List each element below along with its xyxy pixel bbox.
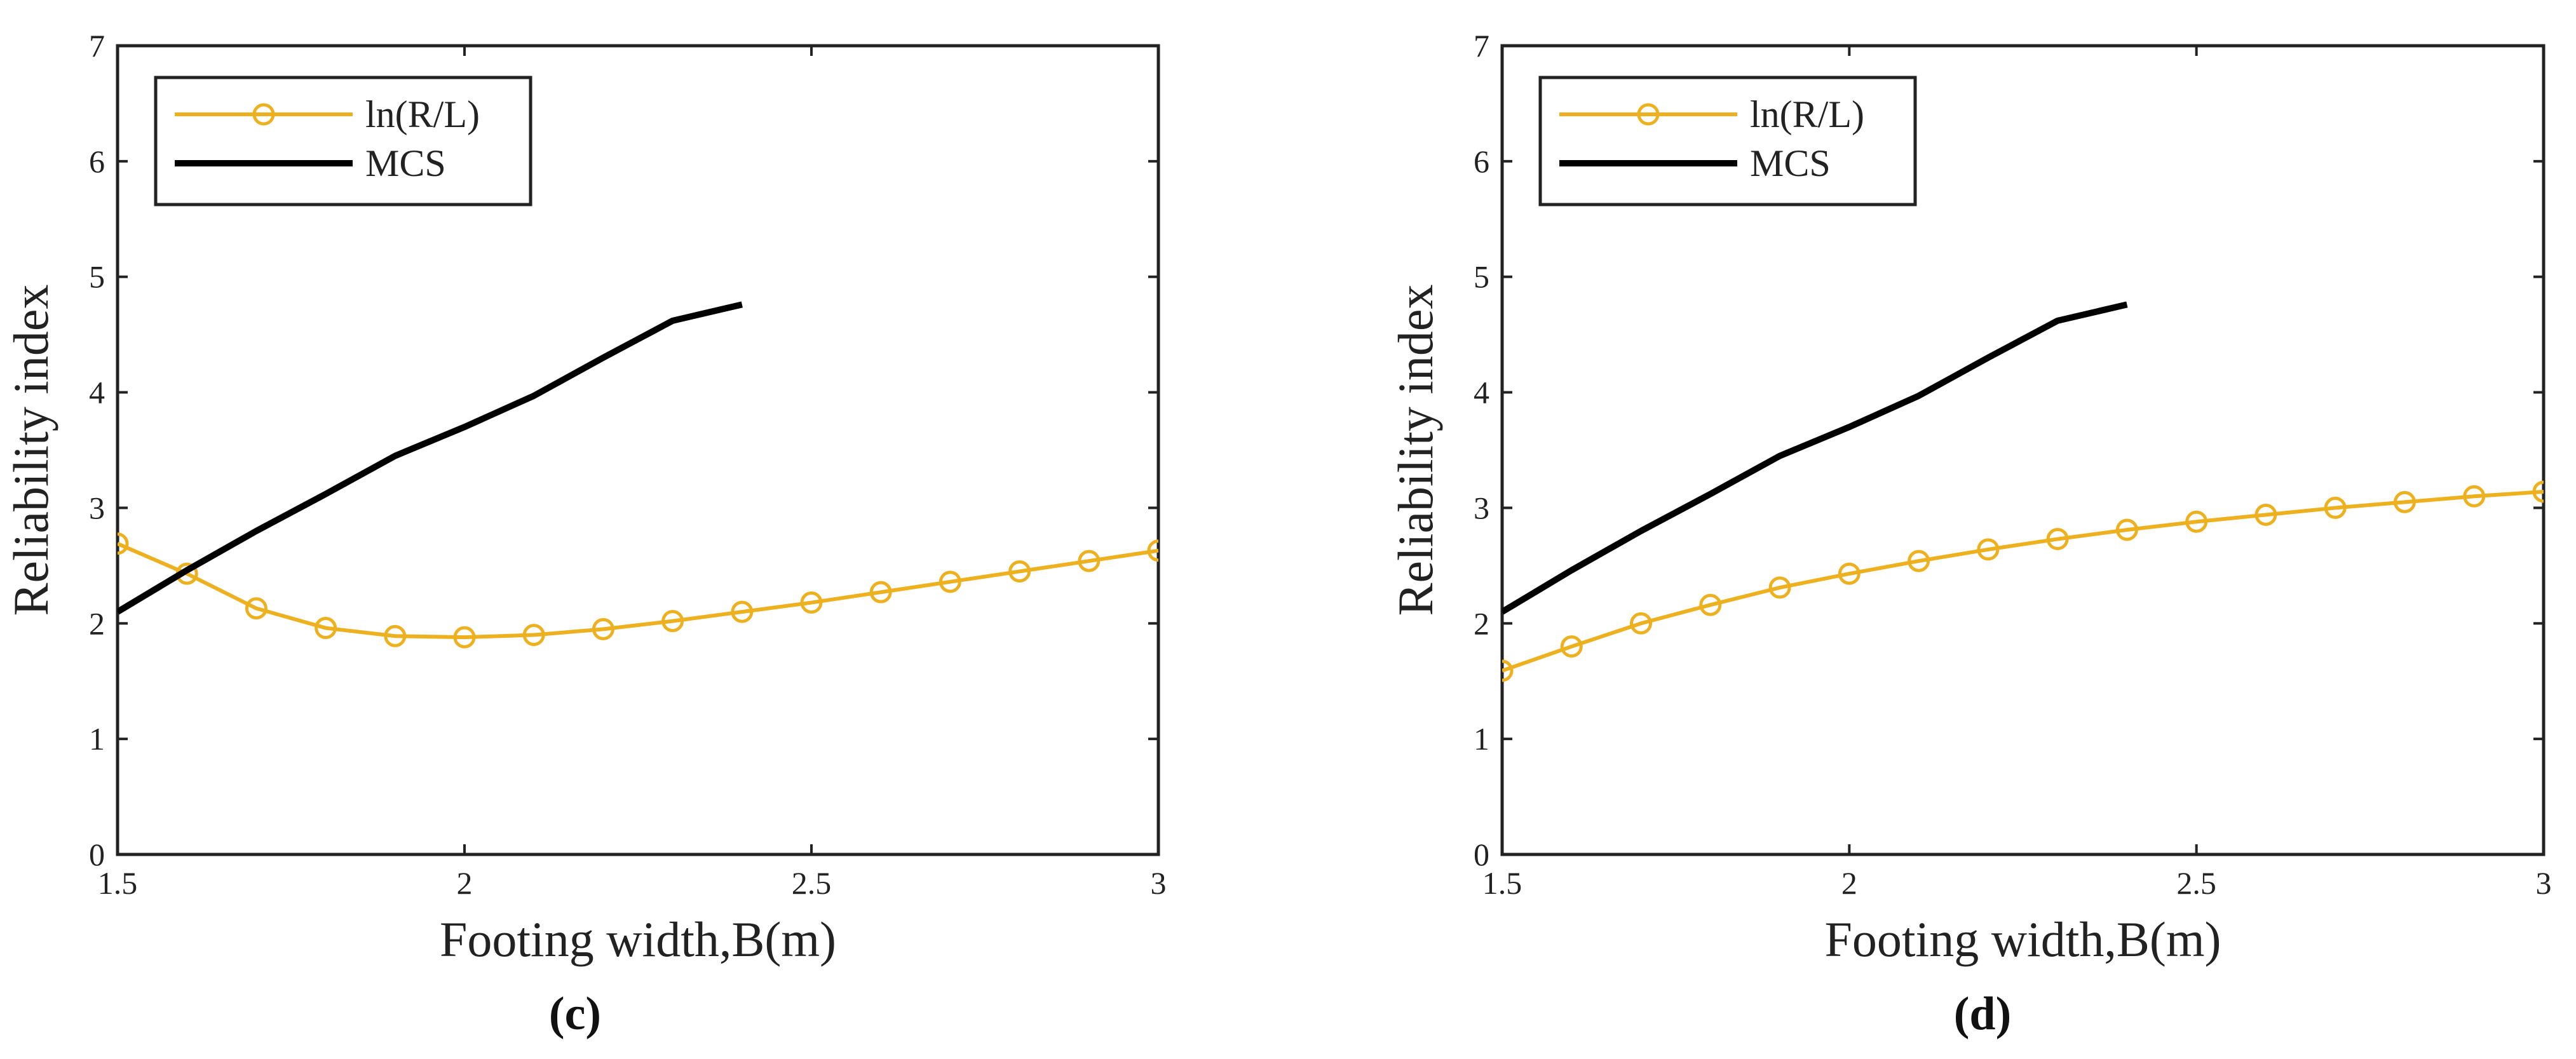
y-tick-label: 3: [1474, 490, 1489, 525]
legend-label-ln-r-l: ln(R/L): [365, 93, 480, 135]
x-tick-label: 1.5: [98, 865, 138, 901]
x-tick-label: 2.5: [792, 865, 832, 901]
series-line-mcs: [1502, 301, 2128, 615]
y-tick-label: 0: [89, 837, 105, 872]
series-line-ln-r-l: [1502, 489, 2544, 673]
x-axis-label: Footing width,B(m): [1824, 912, 2221, 967]
data-point: [1008, 560, 1031, 583]
panel-label: (d): [1954, 988, 2011, 1040]
data-point: [869, 581, 892, 604]
data-point: [1768, 576, 1791, 599]
x-tick-label: 1.5: [1482, 865, 1522, 901]
x-tick-label: 2.5: [2176, 865, 2216, 901]
y-tick-label: 7: [89, 28, 105, 64]
data-point: [453, 626, 476, 649]
y-tick-label: 7: [1474, 28, 1489, 64]
data-point: [1560, 635, 1583, 658]
y-tick-label: 1: [89, 721, 105, 757]
data-point: [1838, 562, 1861, 585]
x-tick-label: 3: [2536, 865, 2552, 901]
y-tick-label: 4: [89, 375, 105, 410]
x-axis-label: Footing width,B(m): [440, 912, 836, 967]
data-point: [2046, 528, 2069, 551]
data-layer: [1502, 301, 2544, 682]
legend: ln(R/L) MCS: [154, 76, 532, 206]
data-point: [2324, 496, 2347, 519]
y-axis-label: Reliability index: [1388, 284, 1443, 616]
data-point: [118, 532, 129, 555]
y-tick-label: 0: [1474, 837, 1489, 872]
data-layer: [118, 301, 1158, 649]
y-tick-label: 5: [89, 259, 105, 295]
data-point: [800, 591, 823, 614]
data-point: [1147, 539, 1158, 562]
data-point: [1908, 550, 1930, 572]
x-tick-label: 2: [457, 865, 473, 901]
legend-box: [1538, 76, 1917, 206]
legend-marker: [252, 103, 275, 126]
y-tick-label: 6: [1474, 144, 1489, 179]
legend-label-mcs: MCS: [1750, 142, 1831, 184]
data-point: [1977, 538, 2000, 561]
data-point: [384, 624, 407, 647]
data-point: [1699, 593, 1722, 616]
data-point: [2115, 518, 2138, 541]
y-tick-label: 4: [1474, 375, 1489, 410]
panel-label: (c): [549, 988, 601, 1040]
y-tick-label: 6: [89, 144, 105, 179]
y-tick-label: 3: [89, 490, 105, 525]
data-point: [1078, 550, 1101, 572]
data-point: [1630, 612, 1653, 635]
chart-panel-1: 1.5 2 2.5 3 0 1 2 3 4 5 6 7 Footing width,B(m) Reliab…: [1388, 28, 2552, 1040]
data-point: [2463, 485, 2486, 508]
data-point: [1502, 659, 1514, 682]
data-point: [731, 600, 754, 623]
data-point: [2185, 510, 2208, 533]
y-tick-label: 1: [1474, 721, 1489, 757]
data-point: [592, 617, 614, 640]
data-point: [315, 617, 337, 640]
series-line-mcs: [118, 301, 743, 615]
chart-panel-0: 1.5 2 2.5 3 0 1 2 3 4 5 6 7 Footing width,B(m) Reliab…: [3, 28, 1167, 1040]
data-point: [2393, 490, 2416, 513]
y-tick-label: 2: [89, 605, 105, 641]
plot-frame: [1500, 44, 2545, 856]
legend-label-ln-r-l: ln(R/L): [1750, 93, 1864, 135]
series-line-ln-r-l: [118, 542, 1158, 640]
data-point: [245, 597, 268, 620]
data-point: [2254, 503, 2277, 526]
x-tick-label: 3: [1151, 865, 1167, 901]
legend-box: [154, 76, 532, 206]
y-tick-label: 5: [1474, 259, 1489, 295]
legend-marker: [1637, 103, 1660, 126]
data-point: [661, 610, 684, 633]
legend-label-mcs: MCS: [365, 142, 446, 184]
y-tick-label: 2: [1474, 605, 1489, 641]
legend: ln(R/L) MCS: [1538, 76, 1917, 206]
y-axis-label: Reliability index: [3, 284, 58, 616]
data-point: [939, 570, 961, 593]
data-point: [2532, 480, 2544, 503]
data-point: [522, 623, 545, 646]
x-tick-label: 2: [1841, 865, 1857, 901]
plot-frame: [116, 44, 1160, 856]
